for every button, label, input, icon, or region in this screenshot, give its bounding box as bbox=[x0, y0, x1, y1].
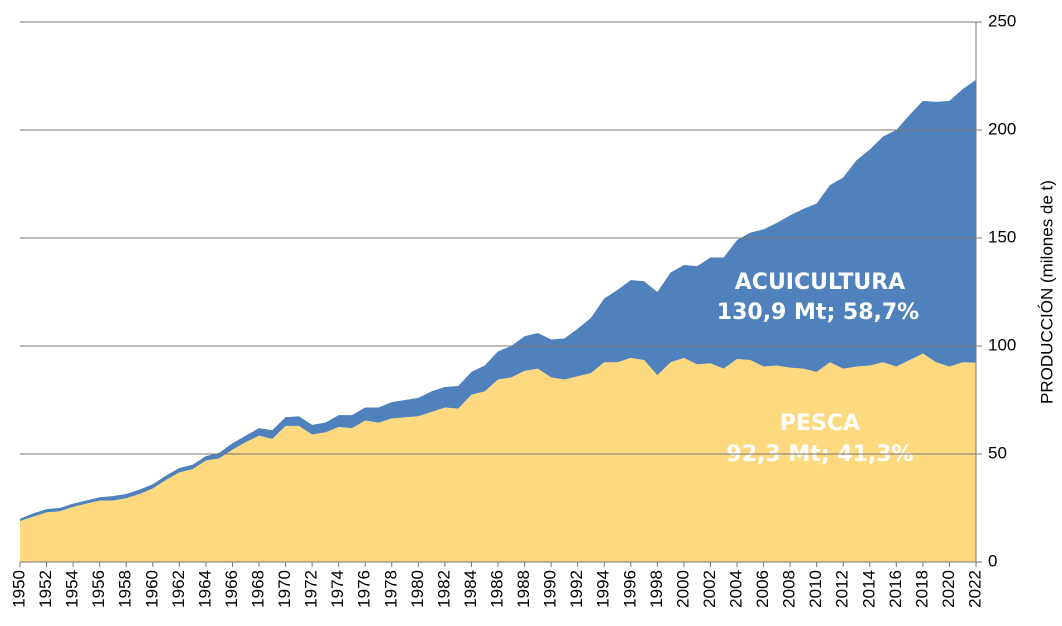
x-tick-label: 2008 bbox=[780, 570, 799, 608]
x-tick-label: 1962 bbox=[169, 570, 188, 608]
x-tick-label: 1990 bbox=[541, 570, 560, 608]
x-tick-label: 1998 bbox=[647, 570, 666, 608]
x-tick-label: 2006 bbox=[753, 570, 772, 608]
x-tick-label: 1950 bbox=[9, 570, 28, 608]
x-tick-label: 1956 bbox=[89, 570, 108, 608]
x-tick-label: 1952 bbox=[36, 570, 55, 608]
x-tick-label: 1986 bbox=[487, 570, 506, 608]
x-tick-label: 1964 bbox=[195, 570, 214, 608]
x-tick-label: 1970 bbox=[275, 570, 294, 608]
y-tick-label: 200 bbox=[988, 119, 1016, 138]
x-tick-label: 2014 bbox=[859, 570, 878, 608]
annotation: ACUICULTURA bbox=[735, 270, 905, 295]
x-tick-label: 2010 bbox=[806, 570, 825, 608]
x-tick-label: 2022 bbox=[965, 570, 984, 608]
y-tick-label: 50 bbox=[988, 443, 1007, 462]
x-tick-label: 1992 bbox=[567, 570, 586, 608]
x-tick-label: 1994 bbox=[594, 570, 613, 608]
x-tick-label: 2002 bbox=[700, 570, 719, 608]
x-tick-label: 1982 bbox=[434, 570, 453, 608]
y-axis-label: PRODUCCIÓN (milones de t) bbox=[1037, 180, 1056, 404]
x-tick-label: 2020 bbox=[939, 570, 958, 608]
x-tick-label: 1996 bbox=[620, 570, 639, 608]
x-tick-label: 1966 bbox=[222, 570, 241, 608]
x-tick-label: 1976 bbox=[355, 570, 374, 608]
area bbox=[20, 353, 976, 562]
y-tick-label: 250 bbox=[988, 11, 1016, 30]
y-tick-label: 0 bbox=[988, 551, 997, 570]
x-tick-label: 2000 bbox=[673, 570, 692, 608]
x-tick-label: 1954 bbox=[63, 570, 82, 608]
x-tick-label: 1958 bbox=[116, 570, 135, 608]
x-tick-label: 2004 bbox=[726, 570, 745, 608]
x-tick-label: 1974 bbox=[328, 570, 347, 608]
x-tick-label: 2012 bbox=[833, 570, 852, 608]
x-tick-label: 1984 bbox=[461, 570, 480, 608]
x-tick-label: 1980 bbox=[408, 570, 427, 608]
x-tick-label: 1978 bbox=[381, 570, 400, 608]
annotation: 130,9 Mt; 58,7% bbox=[717, 300, 919, 325]
y-tick-label: 100 bbox=[988, 335, 1016, 354]
x-tick-label: 1988 bbox=[514, 570, 533, 608]
x-tick-label: 1968 bbox=[248, 570, 267, 608]
x-tick-label: 1960 bbox=[142, 570, 161, 608]
y-tick-label: 150 bbox=[988, 227, 1016, 246]
area bbox=[20, 79, 976, 521]
x-tick-label: 2018 bbox=[912, 570, 931, 608]
x-tick-label: 1972 bbox=[302, 570, 321, 608]
x-tick-label: 2016 bbox=[886, 570, 905, 608]
annotation: PESCA bbox=[780, 411, 860, 436]
